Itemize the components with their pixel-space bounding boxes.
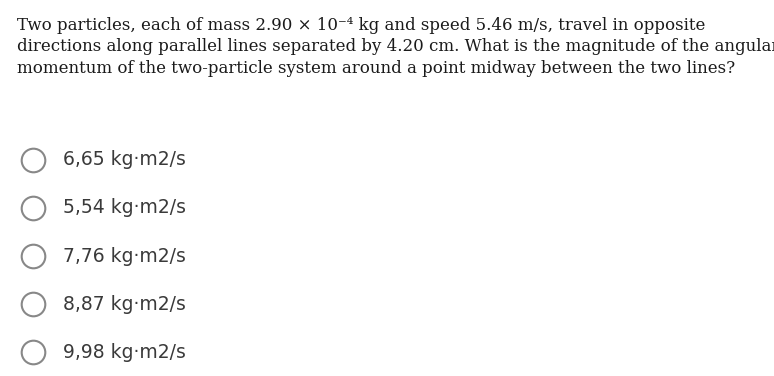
Text: 8,87 kg·m2/s: 8,87 kg·m2/s bbox=[63, 295, 187, 314]
Text: 6,65 kg·m2/s: 6,65 kg·m2/s bbox=[63, 150, 187, 169]
Text: 7,76 kg·m2/s: 7,76 kg·m2/s bbox=[63, 247, 187, 265]
Text: Two particles, each of mass 2.90 × 10⁻⁴ kg and speed 5.46 m/s, travel in opposit: Two particles, each of mass 2.90 × 10⁻⁴ … bbox=[17, 17, 774, 77]
Text: 5,54 kg·m2/s: 5,54 kg·m2/s bbox=[63, 199, 187, 217]
Text: 9,98 kg·m2/s: 9,98 kg·m2/s bbox=[63, 343, 187, 362]
